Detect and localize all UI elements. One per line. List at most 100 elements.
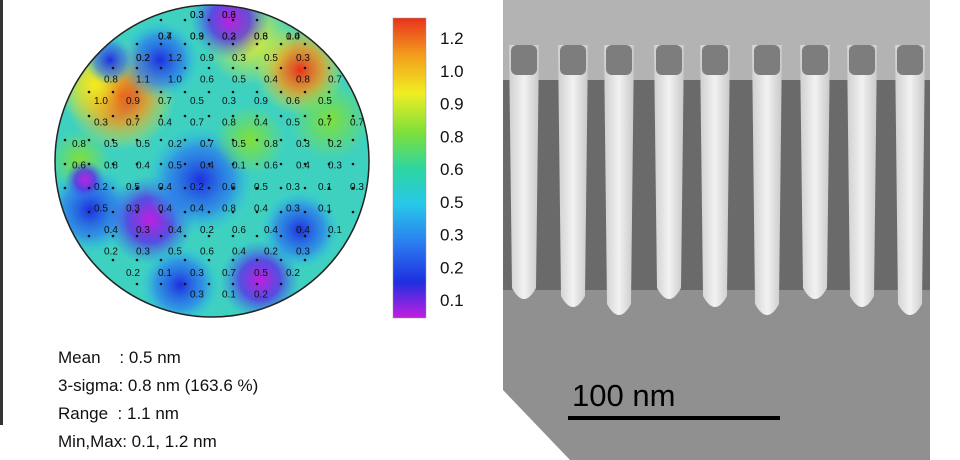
wafer-value: 0.2 bbox=[254, 290, 268, 301]
wafer-site bbox=[279, 66, 283, 70]
wafer-site bbox=[183, 282, 187, 286]
color-bar-label: 0.3 bbox=[440, 226, 464, 245]
wafer-site bbox=[135, 138, 139, 142]
wafer-site bbox=[111, 138, 115, 142]
wafer-site bbox=[135, 258, 139, 262]
wafer-site bbox=[231, 90, 235, 94]
wafer-value: 0.5 bbox=[190, 96, 204, 107]
wafer-value: 0.7 bbox=[158, 32, 172, 43]
wafer-site bbox=[159, 138, 163, 142]
wafer-site bbox=[207, 66, 211, 70]
scale-bar-label: 100 nm bbox=[572, 378, 675, 413]
fin bbox=[654, 45, 684, 299]
wafer-site bbox=[87, 210, 91, 214]
wafer-value: 0.3 bbox=[190, 268, 204, 279]
wafer-value: 0.3 bbox=[286, 204, 300, 215]
wafer-site bbox=[159, 282, 163, 286]
wafer-site bbox=[279, 258, 283, 262]
wafer-value: 0.9 bbox=[254, 96, 268, 107]
wafer-value: 0.5 bbox=[232, 139, 246, 150]
wafer-site bbox=[183, 18, 187, 22]
wafer-site bbox=[87, 186, 91, 190]
wafer-site bbox=[303, 210, 307, 214]
wafer-site bbox=[183, 138, 187, 142]
fin bbox=[604, 45, 634, 315]
wafer-value: 0.2 bbox=[190, 182, 204, 193]
wafer-value: 1.0 bbox=[286, 32, 300, 43]
wafer-site bbox=[255, 90, 259, 94]
wafer-site bbox=[279, 162, 283, 166]
wafer-value: 0.7 bbox=[222, 268, 236, 279]
wafer-value: 0.4 bbox=[232, 247, 246, 258]
wafer-value: 0.2 bbox=[136, 53, 150, 64]
wafer-value: 0.5 bbox=[94, 204, 108, 215]
wafer-site bbox=[327, 234, 331, 238]
wafer-site bbox=[279, 114, 283, 118]
wafer-value: 0.2 bbox=[222, 32, 236, 43]
fin-cap bbox=[802, 45, 828, 75]
wafer-value: 0.7 bbox=[126, 118, 140, 129]
wafer-value: 0.9 bbox=[190, 32, 204, 43]
wafer-site bbox=[207, 186, 211, 190]
wafer-value: 0.4 bbox=[168, 225, 182, 236]
fin-cap bbox=[511, 45, 537, 75]
wafer-value: 0.3 bbox=[296, 139, 310, 150]
wafer-value: 0.3 bbox=[126, 204, 140, 215]
stat-line: Min,Max: 0.1, 1.2 nm bbox=[58, 432, 217, 451]
wafer-site bbox=[159, 210, 163, 214]
wafer-value: 0.4 bbox=[264, 225, 278, 236]
wafer-site bbox=[327, 162, 331, 166]
wafer-value: 0.4 bbox=[104, 225, 118, 236]
fin-cap bbox=[897, 45, 923, 75]
wafer-site bbox=[111, 234, 115, 238]
wafer-site bbox=[111, 66, 115, 70]
wafer-site bbox=[231, 186, 235, 190]
wafer-site bbox=[135, 234, 139, 238]
wafer-value: 0.5 bbox=[264, 53, 278, 64]
wafer-site bbox=[279, 138, 283, 142]
wafer-value: 0.6 bbox=[200, 75, 214, 86]
wafer-value: 0.1 bbox=[222, 290, 236, 301]
wafer-site bbox=[255, 162, 259, 166]
wafer-value: 0.3 bbox=[190, 10, 204, 21]
wafer-site bbox=[135, 210, 139, 214]
wafer-site bbox=[159, 234, 163, 238]
wafer-site bbox=[207, 90, 211, 94]
wafer-site bbox=[135, 162, 139, 166]
wafer-site bbox=[207, 162, 211, 166]
fin bbox=[509, 45, 539, 299]
wafer-value: 0.6 bbox=[232, 225, 246, 236]
fin bbox=[895, 45, 925, 315]
fin-cap bbox=[849, 45, 875, 75]
wafer-value: 0.8 bbox=[296, 75, 310, 86]
wafer-site bbox=[111, 210, 115, 214]
wafer-site bbox=[327, 186, 331, 190]
wafer-value: 0.1 bbox=[328, 225, 342, 236]
wafer-site bbox=[135, 282, 139, 286]
wafer-site bbox=[87, 162, 91, 166]
wafer-value: 0.7 bbox=[158, 96, 172, 107]
wafer-value: 0.5 bbox=[254, 182, 268, 193]
wafer-site bbox=[111, 114, 115, 118]
color-bar-label: 1.0 bbox=[440, 62, 464, 81]
wafer-value: 0.3 bbox=[232, 53, 246, 64]
wafer-value: 0.3 bbox=[286, 182, 300, 193]
color-bar-label: 0.2 bbox=[440, 258, 464, 277]
wafer-value: 0.7 bbox=[190, 118, 204, 129]
wafer-site bbox=[255, 18, 259, 22]
color-bar-label: 1.2 bbox=[440, 29, 464, 48]
wafer-value: 1.2 bbox=[168, 53, 182, 64]
fin-cap bbox=[754, 45, 780, 75]
wafer-site bbox=[135, 90, 139, 94]
wafer-site bbox=[207, 42, 211, 46]
wafer-value: 0.1 bbox=[318, 182, 332, 193]
wafer-value: 0.4 bbox=[158, 204, 172, 215]
wafer-site bbox=[303, 138, 307, 142]
wafer-value: 0.3 bbox=[296, 247, 310, 258]
wafer-value: 0.1 bbox=[232, 161, 246, 172]
wafer-site bbox=[231, 138, 235, 142]
wafer-site bbox=[63, 162, 67, 166]
wafer-site bbox=[159, 258, 163, 262]
wafer-value: 1.1 bbox=[136, 75, 150, 86]
